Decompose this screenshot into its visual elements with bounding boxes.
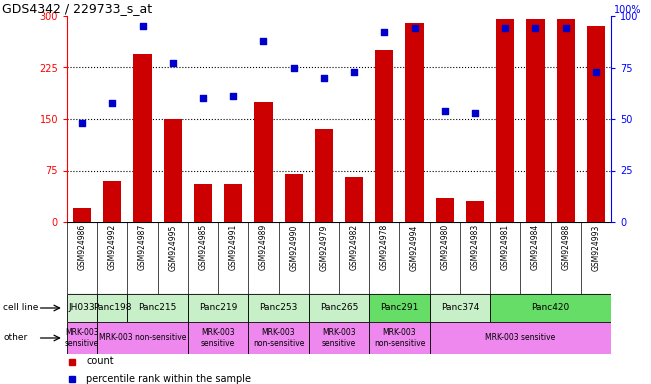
Text: GSM924981: GSM924981: [501, 224, 510, 270]
Text: percentile rank within the sample: percentile rank within the sample: [86, 374, 251, 384]
Bar: [430, 322, 611, 354]
Text: GSM924982: GSM924982: [350, 224, 359, 270]
Text: MRK-003 non-sensitive: MRK-003 non-sensitive: [99, 333, 186, 343]
Text: 100%: 100%: [614, 5, 641, 15]
Bar: [104, 181, 121, 222]
Text: Panc374: Panc374: [441, 303, 479, 313]
Point: [228, 93, 238, 99]
Text: GSM924994: GSM924994: [410, 224, 419, 271]
Text: GSM924985: GSM924985: [199, 224, 208, 270]
Point: [530, 25, 540, 31]
Bar: [587, 26, 605, 222]
Bar: [490, 294, 611, 322]
Bar: [284, 174, 303, 222]
Bar: [248, 294, 309, 322]
Text: GSM924991: GSM924991: [229, 224, 238, 270]
Bar: [163, 119, 182, 222]
Bar: [557, 20, 575, 222]
Bar: [369, 322, 430, 354]
Bar: [97, 322, 188, 354]
Text: JH033: JH033: [69, 303, 96, 313]
Text: Panc253: Panc253: [259, 303, 298, 313]
Bar: [133, 54, 152, 222]
Text: GSM924993: GSM924993: [591, 224, 600, 271]
Text: Panc420: Panc420: [531, 303, 570, 313]
Point: [409, 25, 420, 31]
Bar: [436, 198, 454, 222]
Point: [288, 65, 299, 71]
Text: GSM924980: GSM924980: [440, 224, 449, 270]
Text: Panc219: Panc219: [199, 303, 238, 313]
Bar: [430, 294, 490, 322]
Bar: [315, 129, 333, 222]
Bar: [369, 294, 430, 322]
Point: [561, 25, 571, 31]
Text: MRK-003
non-sensitive: MRK-003 non-sensitive: [253, 328, 304, 348]
Bar: [496, 20, 514, 222]
Point: [500, 25, 510, 31]
Text: GDS4342 / 229733_s_at: GDS4342 / 229733_s_at: [2, 2, 152, 15]
Point: [107, 99, 118, 106]
Text: count: count: [86, 356, 114, 366]
Bar: [224, 184, 242, 222]
Text: GSM924983: GSM924983: [471, 224, 480, 270]
Text: GSM924984: GSM924984: [531, 224, 540, 270]
Point: [379, 30, 389, 36]
Text: MRK-003
sensitive: MRK-003 sensitive: [65, 328, 99, 348]
Bar: [466, 201, 484, 222]
Bar: [188, 294, 248, 322]
Bar: [255, 102, 273, 222]
Bar: [527, 20, 544, 222]
Text: Panc265: Panc265: [320, 303, 358, 313]
Bar: [406, 23, 424, 222]
Point: [198, 95, 208, 101]
Point: [258, 38, 269, 44]
Bar: [194, 184, 212, 222]
Bar: [375, 50, 393, 222]
Bar: [73, 208, 91, 222]
Text: Panc291: Panc291: [380, 303, 419, 313]
Text: cell line: cell line: [3, 303, 38, 313]
Text: MRK-003
sensitive: MRK-003 sensitive: [201, 328, 235, 348]
Text: other: other: [3, 333, 27, 343]
Bar: [345, 177, 363, 222]
Text: MRK-003 sensitive: MRK-003 sensitive: [485, 333, 555, 343]
Point: [470, 110, 480, 116]
Text: Panc215: Panc215: [139, 303, 177, 313]
Text: GSM924989: GSM924989: [259, 224, 268, 270]
Text: GSM924990: GSM924990: [289, 224, 298, 271]
Point: [590, 69, 601, 75]
Text: Panc198: Panc198: [93, 303, 132, 313]
Text: GSM924986: GSM924986: [77, 224, 87, 270]
Bar: [248, 322, 309, 354]
Point: [439, 108, 450, 114]
Text: GSM924988: GSM924988: [561, 224, 570, 270]
Bar: [309, 322, 369, 354]
Point: [137, 23, 148, 29]
Text: GSM924978: GSM924978: [380, 224, 389, 270]
Text: GSM924979: GSM924979: [320, 224, 328, 271]
Bar: [67, 322, 97, 354]
Point: [349, 69, 359, 75]
Bar: [97, 294, 128, 322]
Text: GSM924992: GSM924992: [108, 224, 117, 270]
Text: GSM924995: GSM924995: [168, 224, 177, 271]
Point: [167, 60, 178, 66]
Bar: [128, 294, 188, 322]
Text: MRK-003
sensitive: MRK-003 sensitive: [322, 328, 356, 348]
Bar: [309, 294, 369, 322]
Text: GSM924987: GSM924987: [138, 224, 147, 270]
Point: [77, 120, 87, 126]
Bar: [67, 294, 97, 322]
Point: [319, 75, 329, 81]
Bar: [188, 322, 248, 354]
Text: MRK-003
non-sensitive: MRK-003 non-sensitive: [374, 328, 425, 348]
